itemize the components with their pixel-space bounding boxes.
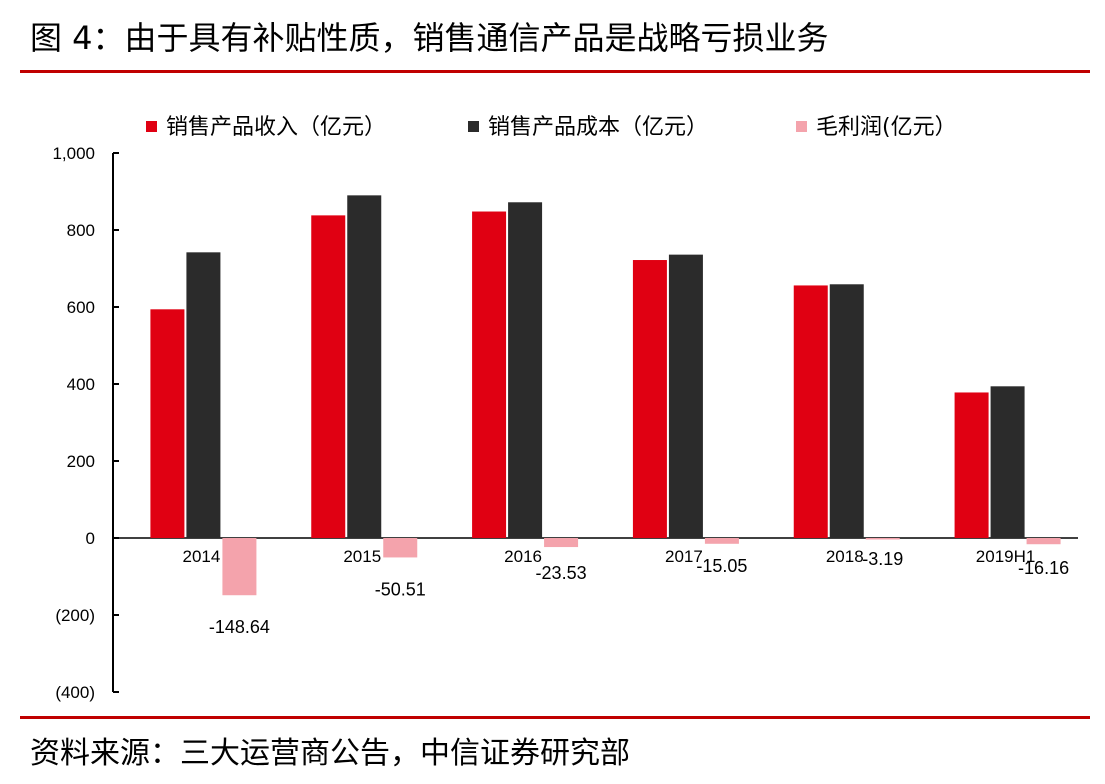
data-label: -50.51 [375, 579, 426, 599]
y-tick-label: (200) [55, 606, 95, 625]
bar-gross-profit [1026, 538, 1061, 545]
y-tick-label: 600 [67, 298, 95, 317]
bar-gross-profit [544, 538, 579, 548]
bar-cost [990, 386, 1025, 538]
title-divider [20, 70, 1090, 73]
x-category-label: 2014 [183, 547, 221, 566]
x-category-label: 2018 [826, 547, 864, 566]
bar-revenue [150, 309, 185, 538]
legend-label: 销售产品收入（亿元） [166, 115, 386, 140]
y-tick-label: (400) [55, 683, 95, 702]
bar-gross-profit [865, 538, 900, 540]
data-label: -15.05 [696, 556, 747, 576]
x-category-label: 2015 [343, 547, 381, 566]
bar-gross-profit [222, 538, 257, 596]
bar-revenue [793, 285, 828, 538]
bar-cost [829, 284, 864, 538]
x-category-label: 2019H1 [976, 547, 1036, 566]
legend-label: 销售产品成本（亿元） [488, 115, 708, 140]
source-divider [20, 716, 1090, 719]
bar-gross-profit [383, 538, 418, 558]
source-note: 资料来源：三大运营商公告，中信证券研究部 [30, 736, 630, 771]
bar-cost [347, 195, 382, 538]
y-tick-label: 200 [67, 452, 95, 471]
bar-revenue [472, 211, 507, 538]
bar-revenue [311, 215, 346, 538]
bar-cost [186, 252, 221, 538]
data-label: -23.53 [536, 563, 587, 583]
bar-cost [668, 254, 703, 538]
x-category-label: 2016 [504, 547, 542, 566]
legend-swatch [468, 121, 479, 132]
data-label: -3.19 [862, 549, 903, 569]
legend-label: 毛利润(亿元） [816, 115, 957, 140]
figure-title: 图 4：由于具有补贴性质，销售通信产品是战略亏损业务 [30, 19, 829, 57]
bar-gross-profit [704, 538, 739, 544]
bar-revenue [954, 392, 989, 538]
y-tick-label: 1,000 [52, 144, 95, 163]
y-tick-label: 0 [86, 529, 95, 548]
bar-cost [508, 202, 543, 538]
legend-swatch [796, 121, 807, 132]
bar-revenue [632, 260, 667, 538]
x-category-label: 2017 [665, 547, 703, 566]
y-tick-label: 400 [67, 375, 95, 394]
y-tick-label: 800 [67, 221, 95, 240]
data-label: -148.64 [209, 617, 270, 637]
legend-swatch [146, 121, 157, 132]
data-label: -16.16 [1018, 558, 1069, 578]
